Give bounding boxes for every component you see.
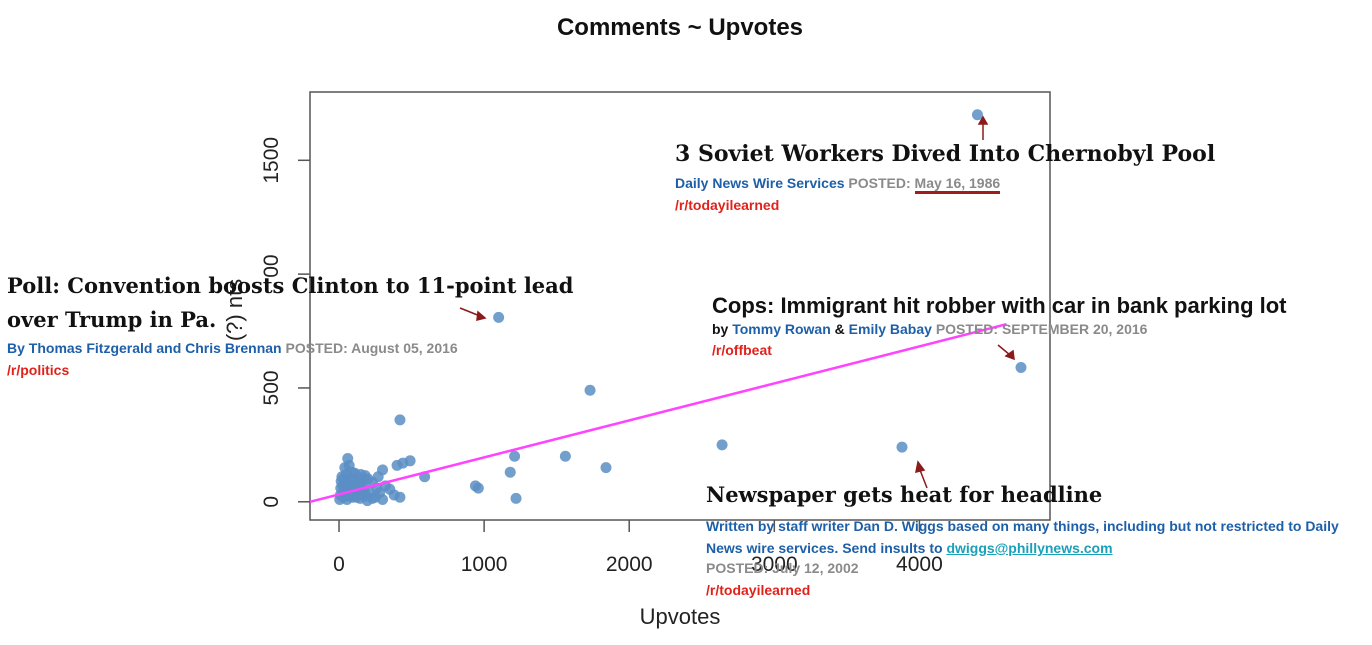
data-point — [394, 491, 406, 503]
y-tick-label: 500 — [260, 370, 283, 405]
annotation-convention-headline-1: Poll: Convention boosts Clinton to 11-po… — [7, 273, 574, 298]
data-point — [509, 450, 521, 462]
data-point — [716, 439, 728, 451]
arrow-convention — [459, 307, 481, 317]
annotation-newspaper-headline: Newspaper gets heat for headline — [706, 482, 1103, 507]
arrow-cops — [997, 344, 1011, 356]
annotation-arrows — [459, 115, 1015, 489]
data-point — [584, 384, 596, 396]
x-axis-label: Upvotes — [640, 604, 721, 629]
data-point — [352, 476, 364, 488]
data-point — [366, 492, 378, 504]
x-tick-label: 0 — [333, 553, 345, 576]
newspaper-credit-text: Written by staff writer Dan D. Wiggs bas… — [706, 518, 1339, 556]
cops-author-2[interactable]: Emily Babay — [848, 321, 932, 337]
chernobyl-posted-label: POSTED: — [848, 175, 911, 191]
data-point — [600, 462, 612, 474]
annotation-convention-byline: By Thomas Fitzgerald and Chris Brennan P… — [7, 340, 458, 356]
data-point — [504, 466, 516, 478]
x-tick-label: 2000 — [606, 553, 653, 576]
data-point — [1015, 361, 1027, 373]
data-point — [394, 414, 406, 426]
data-point — [472, 482, 484, 494]
data-point — [493, 311, 505, 323]
chernobyl-author: Daily News Wire Services — [675, 175, 845, 191]
data-point — [391, 459, 403, 471]
cops-posted: POSTED: SEPTEMBER 20, 2016 — [935, 321, 1148, 337]
arrowhead-newspaper — [915, 460, 926, 474]
chernobyl-date: May 16, 1986 — [914, 175, 1001, 194]
annotation-chernobyl-byline: Daily News Wire Services POSTED: May 16,… — [675, 175, 1001, 194]
annotation-chernobyl-subreddit[interactable]: /r/todayilearned — [675, 197, 780, 213]
annotation-convention-subreddit[interactable]: /r/politics — [7, 362, 70, 378]
newspaper-email-link[interactable]: dwiggs@phillynews.com — [946, 540, 1113, 556]
data-point — [971, 109, 983, 121]
y-axis: 0 500 1500 00 — [260, 137, 310, 508]
y-tick-label-partial: 00 — [260, 254, 283, 277]
annotation-newspaper-credit: Written by staff writer Dan D. Wiggs bas… — [706, 515, 1370, 559]
data-point — [356, 489, 368, 501]
x-tick-label: 1000 — [461, 553, 508, 576]
arrowhead-convention — [476, 310, 487, 321]
annotation-newspaper-posted: POSTED: July 12, 2002 — [706, 560, 859, 576]
chart-title: Comments ~ Upvotes — [557, 14, 803, 41]
annotation-chernobyl-headline: 3 Soviet Workers Dived Into Chernobyl Po… — [675, 141, 1216, 167]
data-point — [896, 441, 908, 453]
data-point — [510, 492, 522, 504]
arrow-newspaper — [919, 469, 928, 489]
annotation-cops-subreddit[interactable]: /r/offbeat — [712, 342, 772, 358]
annotation-convention-headline-2: over Trump in Pa. — [7, 307, 217, 332]
cops-by: by — [712, 321, 729, 337]
convention-posted: POSTED: August 05, 2016 — [285, 340, 458, 356]
x-axis: 0 1000 2000 4000 3000 — [333, 520, 943, 576]
y-tick-label: 1500 — [260, 137, 283, 184]
arrowhead-cops — [1004, 349, 1015, 361]
annotation-newspaper-subreddit[interactable]: /r/todayilearned — [706, 582, 811, 598]
cops-author-1[interactable]: Tommy Rowan — [732, 321, 831, 337]
data-point — [559, 450, 571, 462]
annotation-cops-headline: Cops: Immigrant hit robber with car in b… — [712, 293, 1287, 318]
convention-author: By Thomas Fitzgerald and Chris Brennan — [7, 340, 282, 356]
x-tick-label: 4000 — [896, 553, 943, 576]
annotation-cops-byline: by Tommy Rowan & Emily Babay POSTED: SEP… — [712, 321, 1147, 337]
regression-line — [309, 323, 1007, 503]
x-tick-label-partial: 3000 — [751, 553, 798, 576]
y-axis-label: (?) nts — [222, 279, 247, 341]
plot-frame — [309, 91, 1051, 521]
data-point — [346, 466, 358, 478]
arrowhead-chernobyl — [977, 115, 989, 125]
cops-amp: & — [834, 321, 845, 337]
y-tick-label: 0 — [260, 496, 283, 508]
